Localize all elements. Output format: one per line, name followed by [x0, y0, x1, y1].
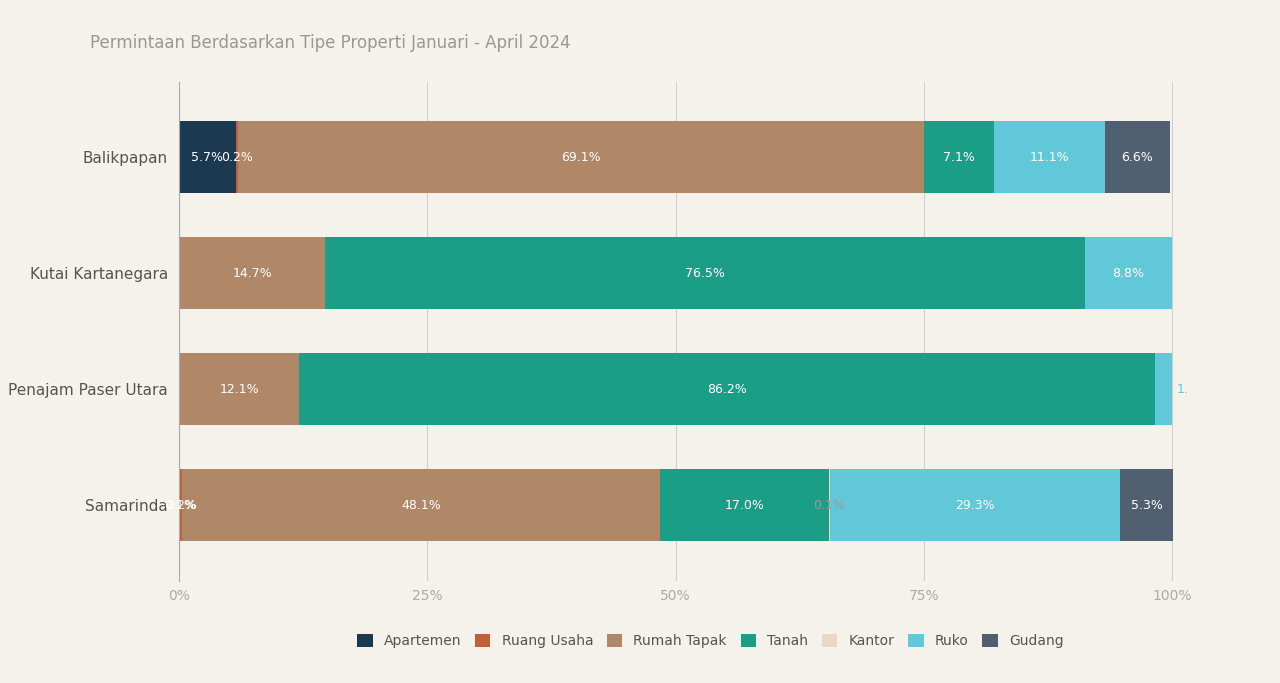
Bar [1156, 353, 1172, 426]
Text: 29.3%: 29.3% [955, 499, 995, 512]
Text: 6.6%: 6.6% [1121, 151, 1153, 164]
Text: 17.0%: 17.0% [724, 499, 764, 512]
Bar [179, 237, 325, 309]
Text: 12.1%: 12.1% [219, 382, 259, 395]
Text: 0.1%: 0.1% [164, 499, 196, 512]
Bar [182, 469, 659, 541]
Bar [995, 122, 1105, 193]
Bar [659, 469, 828, 541]
Text: 0.2%: 0.2% [165, 499, 197, 512]
Text: 11.1%: 11.1% [1029, 151, 1069, 164]
Bar [924, 122, 995, 193]
Text: 0.2%: 0.2% [221, 151, 252, 164]
Bar [179, 122, 236, 193]
Text: 7.1%: 7.1% [943, 151, 975, 164]
Bar [300, 353, 1156, 426]
Text: 86.2%: 86.2% [708, 382, 748, 395]
Bar [1120, 469, 1172, 541]
Text: 5.7%: 5.7% [192, 151, 224, 164]
Text: 1.: 1. [1178, 382, 1189, 395]
Bar [325, 237, 1084, 309]
Bar [829, 469, 1120, 541]
Bar [238, 122, 924, 193]
Bar [180, 469, 182, 541]
Text: 0.1%: 0.1% [813, 499, 845, 512]
Text: Permintaan Berdasarkan Tipe Properti Januari - April 2024: Permintaan Berdasarkan Tipe Properti Jan… [90, 34, 570, 52]
Text: 69.1%: 69.1% [561, 151, 600, 164]
Text: 5.3%: 5.3% [1130, 499, 1162, 512]
Text: 14.7%: 14.7% [232, 267, 273, 280]
Bar [1084, 237, 1172, 309]
Bar [179, 353, 300, 426]
Bar [236, 122, 238, 193]
Text: 8.8%: 8.8% [1112, 267, 1144, 280]
Bar [1105, 122, 1170, 193]
Text: 48.1%: 48.1% [401, 499, 440, 512]
Text: 76.5%: 76.5% [685, 267, 724, 280]
Legend: Apartemen, Ruang Usaha, Rumah Tapak, Tanah, Kantor, Ruko, Gudang: Apartemen, Ruang Usaha, Rumah Tapak, Tan… [357, 635, 1064, 648]
